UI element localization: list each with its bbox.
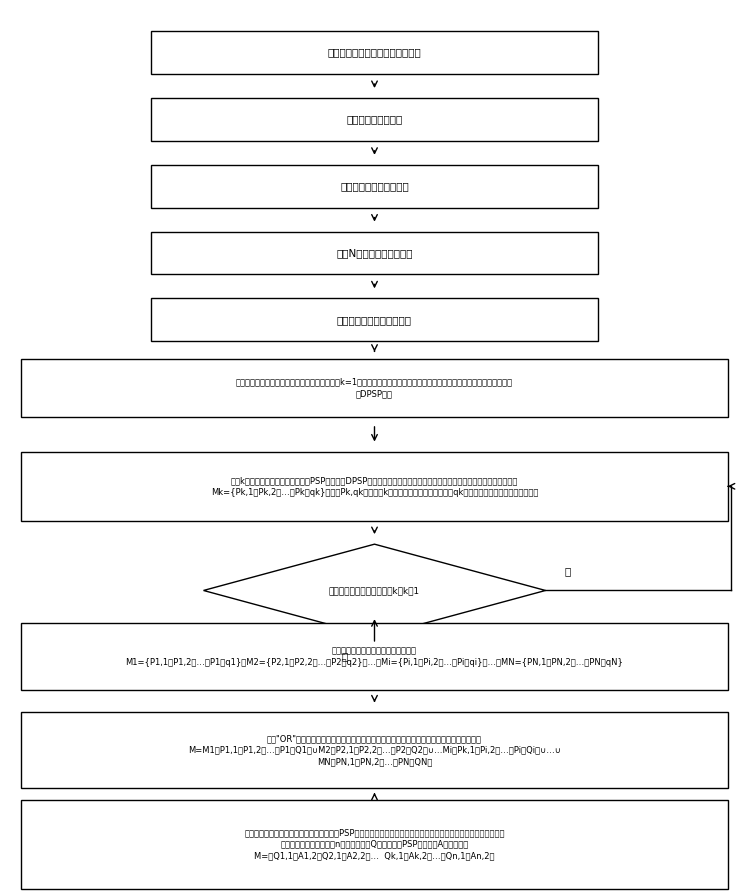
Text: 经过"OR"逻辑运算后，消掉各种地磁暴模式的相同突变点后，管网地磁暴灾害突变点集合为：
M=M1（P1,1，P1,2，…，P1，Q1）∪M2（P2,1，P2,2: 经过"OR"逻辑运算后，消掉各种地磁暴模式的相同突变点后，管网地磁暴灾害突变点集… [188,734,561,767]
Text: 搜索管网地磁暴灾害突变点的集合为：
M1={P1,1，P1,2，…，P1，q1}，M2={P2,1，P2,2，…，P2，q2}，…，Mi={Pi,1，Pi,2，: 搜索管网地磁暴灾害突变点的集合为： M1={P1,1，P1,2，…，P1，q1}… [126,646,623,668]
Bar [151,98,598,141]
Text: 根据k种地磁暴模式的管网管地电位PSP分布数据DPSP，利用管道地磁暴灾害突变点搜索方法搜索管网地磁暴灾害突变点，
Mk={Pk,1，Pk,2，…，Pk，qk}: 根据k种地磁暴模式的管网管地电位PSP分布数据DPSP，利用管道地磁暴灾害突变点… [210,476,539,496]
Bar [151,165,598,208]
Text: 建立管网参数数据库: 建立管网参数数据库 [346,115,403,125]
Polygon shape [204,544,545,637]
Text: 是: 是 [565,566,571,576]
Bar [22,712,727,788]
Bar [22,800,727,889]
Text: 建立管网环境参数数据库: 建立管网环境参数数据库 [340,181,409,191]
Text: 否: 否 [342,651,348,661]
Bar [151,232,598,274]
Text: 定义地磁暴灾害突变点处的燕尾榫和月牙榫PSP幅值为地磁暴灾害突变点评估指标。按评估指标对管网地磁暴灾害突
变点集合进行排序，得到n个突变点位置Q及其对应的PSP: 定义地磁暴灾害突变点处的燕尾榫和月牙榫PSP幅值为地磁暴灾害突变点评估指标。按评… [244,828,505,860]
Text: 如果还有其它地磁暴模式，k＝k＋1: 如果还有其它地磁暴模式，k＝k＋1 [329,586,420,595]
Text: 建立管网受地磁暴影响的机理模型: 建立管网受地磁暴影响的机理模型 [327,47,422,57]
Text: 从地磁暴模式数据库中任意选择一种地磁暴模式k=1，使用管网机理模型和给定的数据库计算该种地磁暴模式的管网管地电
位DPSP分布: 从地磁暴模式数据库中任意选择一种地磁暴模式k=1，使用管网机理模型和给定的数据库… [236,377,513,399]
Bar [22,452,727,521]
Bar [151,31,598,74]
Text: 定义地磁暴灾害突变点模式: 定义地磁暴灾害突变点模式 [337,314,412,324]
Bar [22,624,727,690]
Text: 建立N种地磁暴模式数据库: 建立N种地磁暴模式数据库 [336,248,413,258]
Bar [151,298,598,341]
Bar [22,359,727,417]
